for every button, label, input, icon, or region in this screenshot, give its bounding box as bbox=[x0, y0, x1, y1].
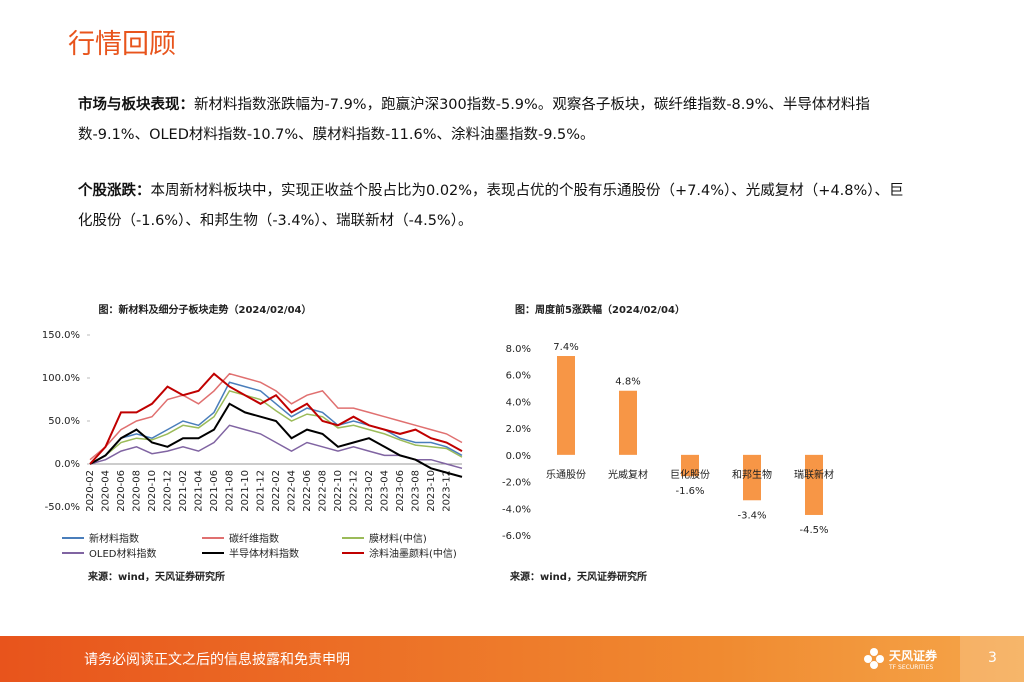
x-tick-label: 2020-04 bbox=[101, 470, 112, 512]
y-tick-label: 4.0% bbox=[506, 397, 531, 408]
category-label: 光威复材 bbox=[608, 468, 648, 481]
paragraph: 个股涨跌：本周新材料板块中，实现正收益个股占比为0.02%，表现占优的个股有乐通… bbox=[78, 176, 908, 236]
x-tick-label: 2022-10 bbox=[333, 470, 344, 512]
y-tick-label: 150.0% bbox=[42, 330, 80, 341]
chart-source: 来源：wind，天风证券研究所 bbox=[509, 570, 647, 583]
bar bbox=[805, 454, 823, 515]
x-tick-label: 2022-02 bbox=[271, 470, 282, 512]
y-tick-label: -6.0% bbox=[502, 531, 531, 542]
x-tick-label: 2020-12 bbox=[163, 470, 174, 512]
page-box bbox=[960, 636, 1024, 682]
y-tick-label: -2.0% bbox=[502, 478, 531, 489]
x-tick-label: 2020-06 bbox=[116, 470, 127, 512]
value-label: 4.8% bbox=[615, 377, 640, 388]
value-label: 7.4% bbox=[553, 342, 578, 353]
legend-label: 半导体材料指数 bbox=[229, 547, 299, 560]
x-tick-label: 2022-06 bbox=[302, 470, 313, 512]
x-tick-label: 2023-06 bbox=[395, 470, 406, 512]
category-label: 巨化股份 bbox=[670, 468, 710, 481]
y-tick-label: 2.0% bbox=[506, 424, 531, 435]
page-number: 3 bbox=[988, 650, 997, 666]
legend-label: 膜材料(中信) bbox=[369, 532, 427, 545]
y-tick-label: 8.0% bbox=[506, 344, 531, 355]
legend-label: 涂料油墨颜料(中信) bbox=[369, 547, 457, 560]
chart-title: 图：新材料及细分子板块走势（2024/02/04） bbox=[99, 303, 312, 316]
x-tick-label: 2023-02 bbox=[364, 470, 375, 512]
x-tick-label: 2020-10 bbox=[147, 470, 158, 512]
x-tick-label: 2023-08 bbox=[411, 470, 422, 512]
x-tick-label: 2023-10 bbox=[426, 470, 437, 512]
paragraph-lead: 市场与板块表现： bbox=[78, 97, 194, 113]
slide-title: 行情回顾 bbox=[68, 29, 176, 60]
x-tick-label: 2021-02 bbox=[178, 470, 189, 512]
category-label: 和邦生物 bbox=[732, 468, 772, 481]
chart-title: 图：周度前5涨跌幅（2024/02/04） bbox=[515, 303, 685, 316]
legend-label: 新材料指数 bbox=[89, 532, 139, 545]
y-tick-label: 100.0% bbox=[42, 373, 80, 384]
bar bbox=[619, 390, 637, 455]
series-line bbox=[89, 372, 463, 465]
bar bbox=[681, 454, 699, 477]
y-tick-label: -50.0% bbox=[45, 502, 80, 513]
y-tick-label: 0.0% bbox=[506, 451, 531, 462]
series-line bbox=[89, 402, 463, 478]
value-label: -3.4% bbox=[737, 510, 766, 521]
paragraph: 市场与板块表现：新材料指数涨跌幅为-7.9%，跑赢沪深300指数-5.9%。观察… bbox=[78, 90, 908, 150]
bar bbox=[743, 454, 761, 501]
x-tick-label: 2021-06 bbox=[209, 470, 220, 512]
series-line bbox=[89, 372, 463, 461]
paragraph-lead: 个股涨跌： bbox=[78, 183, 151, 199]
x-tick-label: 2020-08 bbox=[132, 470, 143, 512]
logo-icon bbox=[864, 648, 884, 669]
legend-label: OLED材料指数 bbox=[89, 547, 156, 560]
brand: 天风证券 bbox=[889, 649, 938, 663]
x-tick-label: 2021-12 bbox=[256, 470, 267, 512]
paragraph-text: 新材料指数涨跌幅为-7.9%，跑赢沪深300指数-5.9%。观察各子板块，碳纤维… bbox=[78, 97, 870, 143]
charts: 图：新材料及细分子板块走势（2024/02/04） -50.0% 0.0% 50.0%… bbox=[42, 303, 834, 583]
y-tick-label: 6.0% bbox=[506, 371, 531, 382]
x-tick-label: 2021-08 bbox=[225, 470, 236, 512]
category-label: 乐通股份 bbox=[546, 469, 586, 481]
x-tick-label: 2023-04 bbox=[380, 470, 391, 512]
paragraph-text: 本周新材料板块中，实现正收益个股占比为0.02%，表现占优的个股有乐通股份（+7… bbox=[78, 183, 904, 229]
x-tick-label: 2022-04 bbox=[287, 470, 298, 512]
footer: 请务必阅读正文之后的信息披露和免责申明 天风证券 TF SECURITIES 3 bbox=[0, 636, 1024, 682]
y-tick-label: 0.0% bbox=[55, 459, 80, 470]
bar bbox=[557, 356, 575, 455]
y-tick-label: 50.0% bbox=[48, 416, 80, 427]
y-tick-label: -4.0% bbox=[502, 504, 531, 515]
x-tick-label: 2021-10 bbox=[240, 470, 251, 512]
chart-source: 来源：wind，天风证券研究所 bbox=[87, 570, 225, 583]
brand-en: TF SECURITIES bbox=[889, 664, 934, 671]
series-line bbox=[89, 390, 463, 465]
legend-label: 碳纤维指数 bbox=[229, 532, 279, 545]
value-label: -4.5% bbox=[799, 525, 828, 536]
x-tick-label: 2021-04 bbox=[194, 470, 205, 512]
disclaimer: 请务必阅读正文之后的信息披露和免责申明 bbox=[84, 652, 350, 668]
x-tick-label: 2020-02 bbox=[85, 470, 96, 512]
x-tick-label: 2022-08 bbox=[318, 470, 329, 512]
category-label: 瑞联新材 bbox=[794, 468, 834, 481]
x-tick-label: 2022-12 bbox=[349, 470, 360, 512]
x-tick-label: 2023-12 bbox=[442, 470, 453, 512]
value-label: -1.6% bbox=[675, 486, 704, 497]
series-line bbox=[89, 381, 463, 465]
